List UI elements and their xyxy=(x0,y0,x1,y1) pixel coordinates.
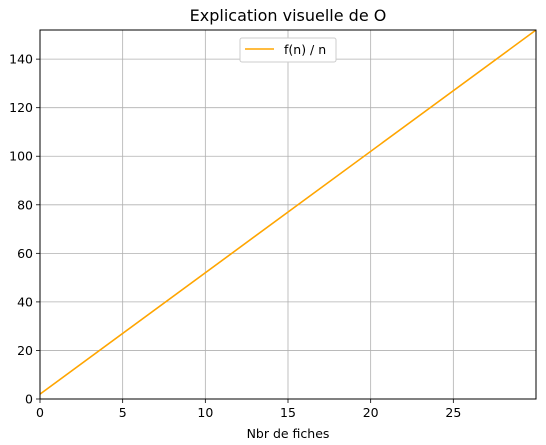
y-tick-label: 20 xyxy=(17,343,33,358)
series-layer xyxy=(39,29,537,395)
x-tick-label: 20 xyxy=(363,405,379,420)
legend: f(n) / n xyxy=(239,37,337,63)
x-tick-label: 5 xyxy=(119,405,127,420)
y-tick-label: 140 xyxy=(9,52,33,67)
x-axis: 0 5 10 15 20 25 xyxy=(36,399,461,420)
y-tick-label: 80 xyxy=(17,197,33,212)
legend-label: f(n) / n xyxy=(284,42,326,57)
y-tick-label: 0 xyxy=(25,392,33,407)
y-tick-label: 100 xyxy=(9,149,33,164)
x-tick-label: 0 xyxy=(36,405,44,420)
y-tick-label: 40 xyxy=(17,294,33,309)
x-axis-label: Nbr de fiches xyxy=(247,426,330,441)
y-axis: 0 20 40 60 80 100 120 140 xyxy=(9,52,40,407)
x-tick-label: 15 xyxy=(280,405,296,420)
y-tick-label: 120 xyxy=(9,100,33,115)
x-tick-label: 25 xyxy=(445,405,461,420)
y-tick-label: 60 xyxy=(17,246,33,261)
x-tick-label: 10 xyxy=(197,405,213,420)
legend-box xyxy=(239,37,337,63)
series-line xyxy=(39,29,537,395)
chart-title: Explication visuelle de O xyxy=(190,6,387,25)
